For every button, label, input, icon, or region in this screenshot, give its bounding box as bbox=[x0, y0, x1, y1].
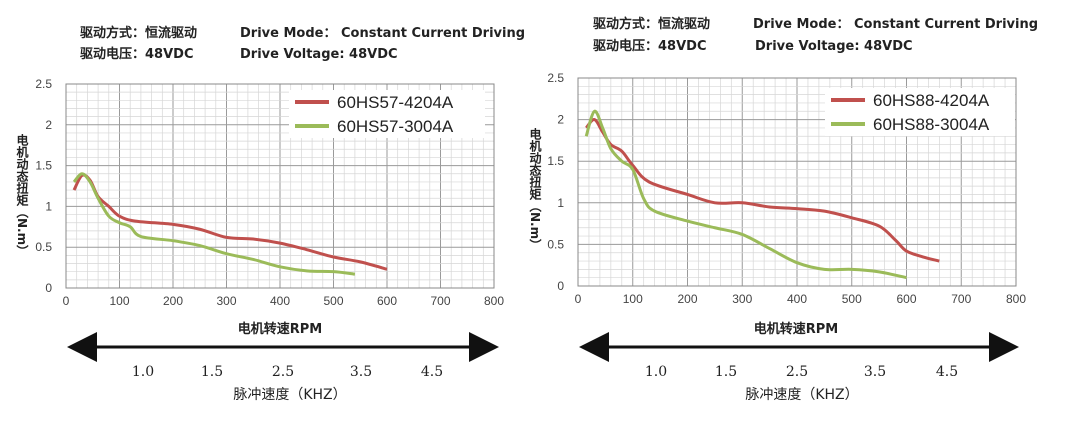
x-tick-label: 300 bbox=[732, 292, 752, 306]
x-tick-label: 200 bbox=[163, 294, 183, 308]
chart-right: 0 100 200 300 400 500 600 700 800 0 0.5 1 1.5 2 2.5 电机转… bbox=[528, 71, 1026, 337]
header-left: 驱动方式：恒流驱动 Drive Mode： Constant Current D… bbox=[80, 25, 525, 62]
header-right: 驱动方式：恒流驱动 Drive Mode： Constant Current D… bbox=[593, 16, 1038, 54]
x-axis-label: 电机转速RPM bbox=[238, 321, 322, 337]
plot-area bbox=[577, 77, 1017, 287]
y-tick-label: 0.5 bbox=[547, 237, 564, 251]
y-axis-label: 电机动态扭矩（N.m） bbox=[528, 127, 542, 252]
header-left-line2-en: Drive Voltage: 48VDC bbox=[240, 47, 398, 62]
y-tick-label: 0.5 bbox=[35, 240, 52, 254]
y-tick-label: 0 bbox=[45, 281, 52, 295]
series-line-60HS57-3004A bbox=[72, 172, 356, 276]
header-right-line1-cn: 驱动方式：恒流驱动 bbox=[593, 16, 710, 32]
speed-tick: 2.5 bbox=[786, 364, 808, 380]
x-tick-label: 600 bbox=[377, 294, 397, 308]
y-axis-label: 电机动态扭矩（N.m） bbox=[15, 133, 29, 258]
x-tick-label: 200 bbox=[677, 292, 697, 306]
plot-area bbox=[65, 83, 495, 289]
y-tick-label: 0 bbox=[557, 279, 564, 293]
y-tick-label: 1.5 bbox=[35, 159, 52, 173]
speed-tick: 1.0 bbox=[132, 364, 154, 380]
x-tick-label: 300 bbox=[216, 294, 236, 308]
x-tick-label: 800 bbox=[484, 294, 504, 308]
x-tick-label: 500 bbox=[842, 292, 862, 306]
header-right-line2-en: Drive Voltage: 48VDC bbox=[755, 39, 913, 54]
header-right-line2-cn: 驱动电压：48VDC bbox=[593, 38, 706, 54]
x-tick-label: 0 bbox=[575, 292, 582, 306]
x-tick-label: 700 bbox=[951, 292, 971, 306]
x-tick-label: 0 bbox=[63, 294, 70, 308]
y-tick-label: 1.5 bbox=[547, 154, 564, 168]
speed-tick: 4.5 bbox=[936, 364, 958, 380]
legend-label: 60HS88-3004A bbox=[873, 115, 990, 134]
series-line-60HS88-4204A bbox=[585, 118, 940, 263]
legend-label: 60HS57-3004A bbox=[337, 117, 454, 136]
y-tick-label: 2.5 bbox=[547, 71, 564, 85]
legend-box bbox=[289, 90, 485, 138]
header-left-line1-cn: 驱动方式：恒流驱动 bbox=[80, 25, 197, 41]
header-right-line1-en: Drive Mode： Constant Current Driving bbox=[753, 17, 1038, 32]
y-tick-label: 2 bbox=[45, 118, 52, 132]
chart-left: 0 100 200 300 400 500 600 700 800 0 0.5 1 1.5 2 2.5 电机转… bbox=[15, 77, 504, 337]
header-left-line2-cn: 驱动电压：48VDC bbox=[80, 46, 193, 62]
speed-axis-label: 脉冲速度（KHZ） bbox=[745, 387, 858, 403]
y-tick-label: 1 bbox=[557, 196, 564, 210]
speed-tick: 2.5 bbox=[272, 364, 294, 380]
speed-tick: 1.0 bbox=[645, 364, 667, 380]
y-tick-label: 1 bbox=[45, 199, 52, 213]
speed-tick: 1.5 bbox=[715, 364, 737, 380]
y-tick-label: 2.5 bbox=[35, 77, 52, 91]
legend-label: 60HS88-4204A bbox=[873, 91, 990, 110]
x-tick-label: 500 bbox=[323, 294, 343, 308]
y-tick-label: 2 bbox=[557, 113, 564, 127]
speed-axis-right: 1.0 1.5 2.5 3.5 4.5 脉冲速度（KHZ） bbox=[579, 332, 1019, 403]
x-axis-label: 电机转速RPM bbox=[754, 321, 838, 337]
x-tick-label: 800 bbox=[1006, 292, 1026, 306]
speed-tick: 4.5 bbox=[421, 364, 443, 380]
x-tick-label: 700 bbox=[430, 294, 450, 308]
x-tick-label: 400 bbox=[270, 294, 290, 308]
legend-label: 60HS57-4204A bbox=[337, 93, 454, 112]
x-tick-label: 100 bbox=[109, 294, 129, 308]
speed-tick: 3.5 bbox=[864, 364, 886, 380]
speed-tick: 3.5 bbox=[350, 364, 372, 380]
series-line-60HS88-3004A bbox=[584, 109, 907, 280]
speed-axis-left: 1.0 1.5 2.5 3.5 4.5 脉冲速度（KHZ） bbox=[67, 332, 499, 403]
header-left-line1-en: Drive Mode： Constant Current Driving bbox=[240, 26, 525, 41]
x-tick-label: 400 bbox=[787, 292, 807, 306]
x-tick-label: 100 bbox=[623, 292, 643, 306]
speed-tick: 1.5 bbox=[201, 364, 223, 380]
legend-box bbox=[825, 88, 1015, 136]
speed-axis-label: 脉冲速度（KHZ） bbox=[233, 387, 346, 403]
x-tick-label: 600 bbox=[896, 292, 916, 306]
